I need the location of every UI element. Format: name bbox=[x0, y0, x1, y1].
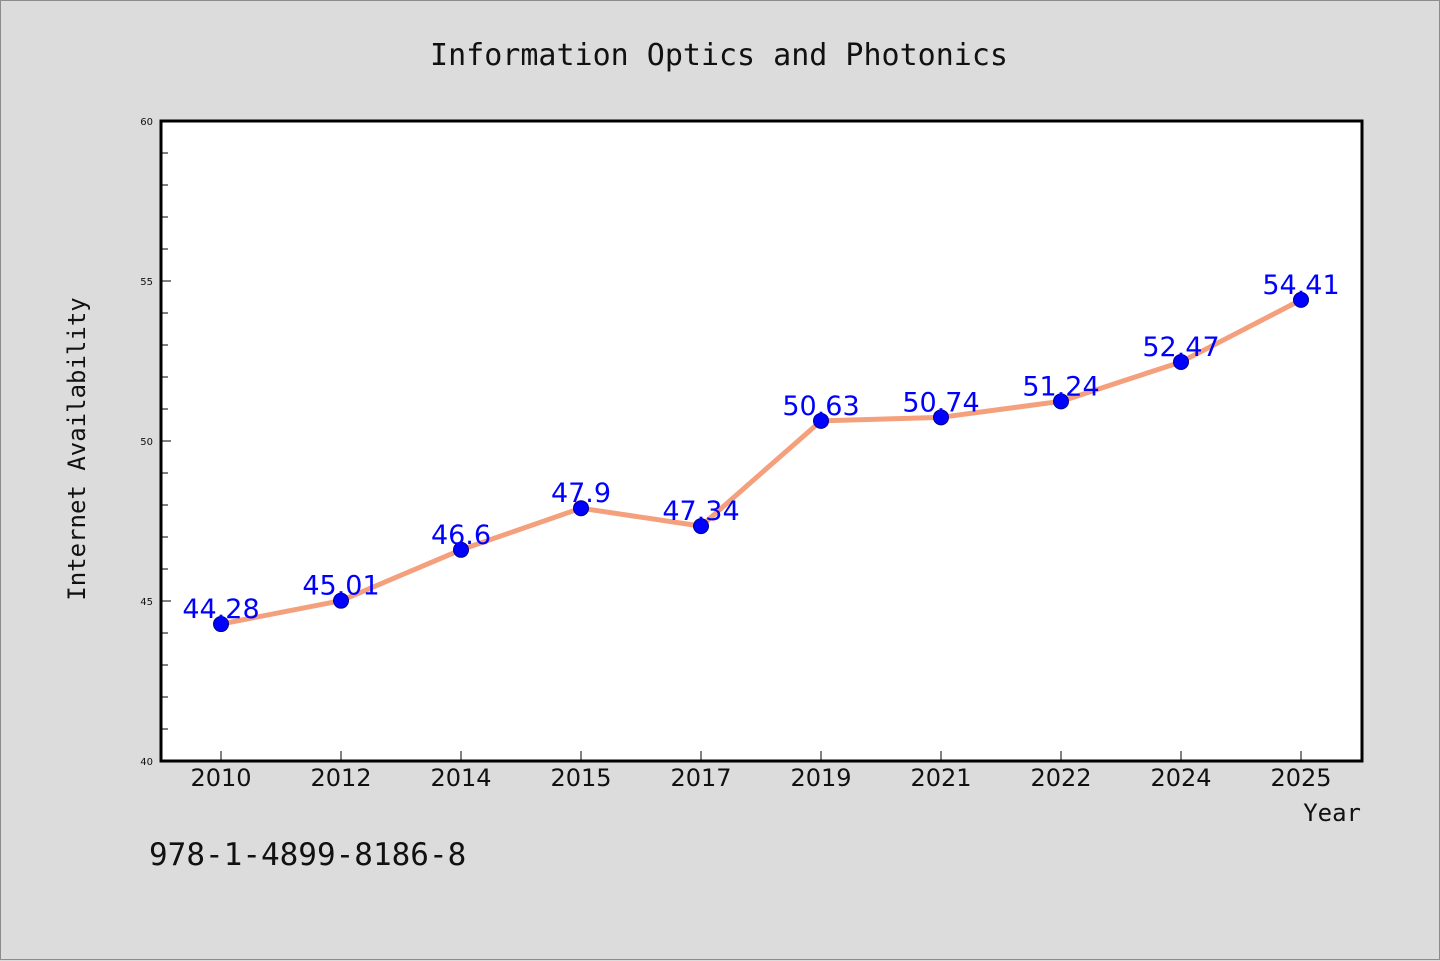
data-label: 47.9 bbox=[551, 478, 611, 509]
data-label: 51.24 bbox=[1022, 371, 1099, 402]
data-markers bbox=[213, 291, 1309, 633]
x-tick-label: 2024 bbox=[1150, 764, 1211, 792]
y-tick-label: 55 bbox=[140, 277, 153, 288]
x-tick-label: 2019 bbox=[790, 764, 851, 792]
data-label: 46.6 bbox=[431, 520, 491, 551]
plot-area bbox=[159, 119, 1364, 763]
x-tick-label: 2022 bbox=[1030, 764, 1091, 792]
data-label: 45.01 bbox=[302, 571, 379, 602]
y-tick-label: 45 bbox=[140, 597, 153, 608]
x-tick-label: 2010 bbox=[190, 764, 251, 792]
series-line bbox=[218, 297, 1304, 627]
x-tick-label: 2015 bbox=[550, 764, 611, 792]
data-point bbox=[453, 541, 469, 558]
isbn-text: 978-1-4899-8186-8 bbox=[149, 837, 466, 873]
data-point bbox=[813, 412, 829, 429]
y-axis-ticks: 40 45 50 55 60 bbox=[140, 117, 171, 768]
data-label: 54.41 bbox=[1262, 270, 1339, 301]
data-label: 50.74 bbox=[902, 387, 979, 418]
data-labels: 44.28 45.01 46.6 47.9 47.34 50.63 50.74 51.24 52… bbox=[182, 270, 1339, 625]
chart-title: Information Optics and Photonics bbox=[430, 38, 1008, 73]
x-tick-label: 2021 bbox=[910, 764, 971, 792]
data-label: 44.28 bbox=[182, 594, 259, 625]
y-tick-label: 60 bbox=[140, 117, 153, 128]
x-axis-label: Year bbox=[1303, 799, 1361, 827]
x-tick-label: 2014 bbox=[430, 764, 491, 792]
data-point bbox=[1173, 353, 1189, 370]
data-point bbox=[333, 592, 349, 609]
series-line-group bbox=[218, 297, 1304, 627]
data-label: 52.47 bbox=[1142, 332, 1219, 363]
y-axis-label: Internet Availability bbox=[63, 297, 91, 600]
data-point bbox=[1293, 291, 1309, 308]
x-tick-label: 2025 bbox=[1270, 764, 1331, 792]
data-point bbox=[1053, 393, 1069, 410]
data-point bbox=[933, 409, 949, 426]
data-label: 50.63 bbox=[782, 391, 859, 422]
x-tick-label: 2012 bbox=[310, 764, 371, 792]
data-label: 47.34 bbox=[662, 496, 739, 527]
x-axis-ticks: 2010 2012 2014 2015 2017 2019 2021 2022 2024 2025 bbox=[190, 751, 1332, 792]
y-tick-label: 50 bbox=[140, 437, 153, 448]
y-tick-label: 40 bbox=[140, 757, 153, 768]
data-point bbox=[213, 616, 229, 633]
x-tick-label: 2017 bbox=[670, 764, 731, 792]
data-point bbox=[693, 518, 709, 535]
data-point bbox=[573, 500, 589, 517]
